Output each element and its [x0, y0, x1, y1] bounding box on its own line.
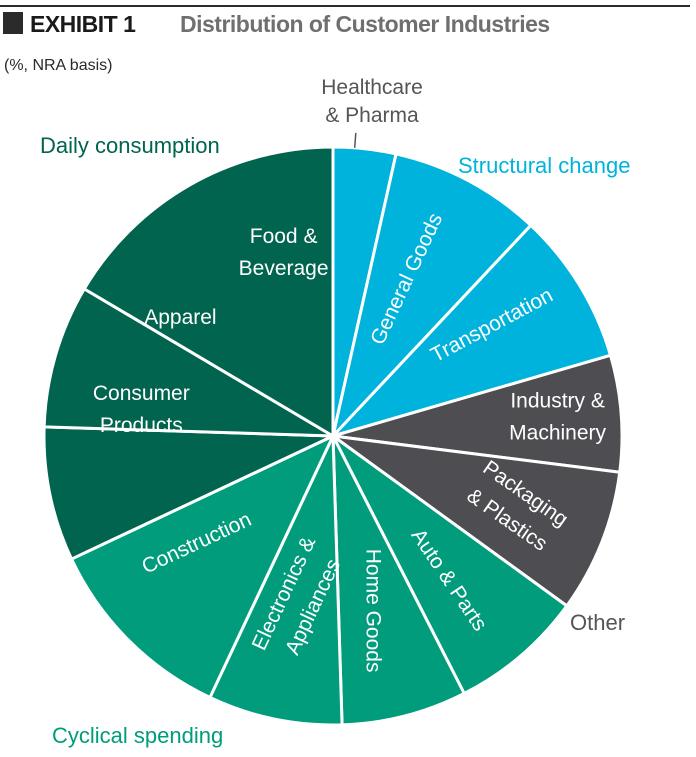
slice-label-home-goods: Home Goods — [361, 549, 384, 673]
group-label-daily-consumption: Daily consumption — [40, 133, 220, 158]
slice-label-consumer-products: Consumer Products — [93, 382, 190, 437]
group-label-cyclical-spending: Cyclical spending — [52, 723, 223, 748]
group-label-other: Other — [570, 610, 625, 635]
slice-consumer-products — [42, 425, 335, 561]
exhibit-marker — [3, 12, 23, 34]
slice-home-goods — [331, 434, 466, 727]
slice-label-industry-and-machinery: Industry & Machinery — [509, 389, 606, 444]
slice-label-food-and-beverage: Food & Beverage — [239, 225, 329, 280]
slice-food-and-beverage — [82, 145, 335, 438]
slice-apparel — [42, 287, 335, 438]
slice-transportation — [331, 223, 613, 438]
unit-note: (%, NRA basis) — [4, 57, 113, 74]
group-labels: Structural change Other Cyclical spending D… — [40, 133, 630, 748]
slice-auto-and-parts — [331, 434, 569, 695]
group-label-structural-change: Structural change — [458, 153, 630, 178]
pie-slices — [42, 145, 624, 727]
slice-label-healthcare-and-pharma: Healthcare & Pharma — [321, 76, 423, 127]
slice-construction — [70, 434, 335, 699]
exhibit-label: EXHIBIT 1 — [30, 11, 136, 37]
slice-general-goods — [331, 152, 533, 438]
slice-electronics-and-appliances — [208, 434, 344, 727]
slice-label-apparel: Apparel — [144, 306, 216, 329]
chart-title: Distribution of Customer Industries — [180, 11, 550, 37]
slice-packaging-and-plastics — [331, 434, 622, 608]
top-rule — [0, 5, 690, 7]
slice-industry-and-machinery — [331, 353, 624, 474]
leader-line — [353, 132, 357, 148]
